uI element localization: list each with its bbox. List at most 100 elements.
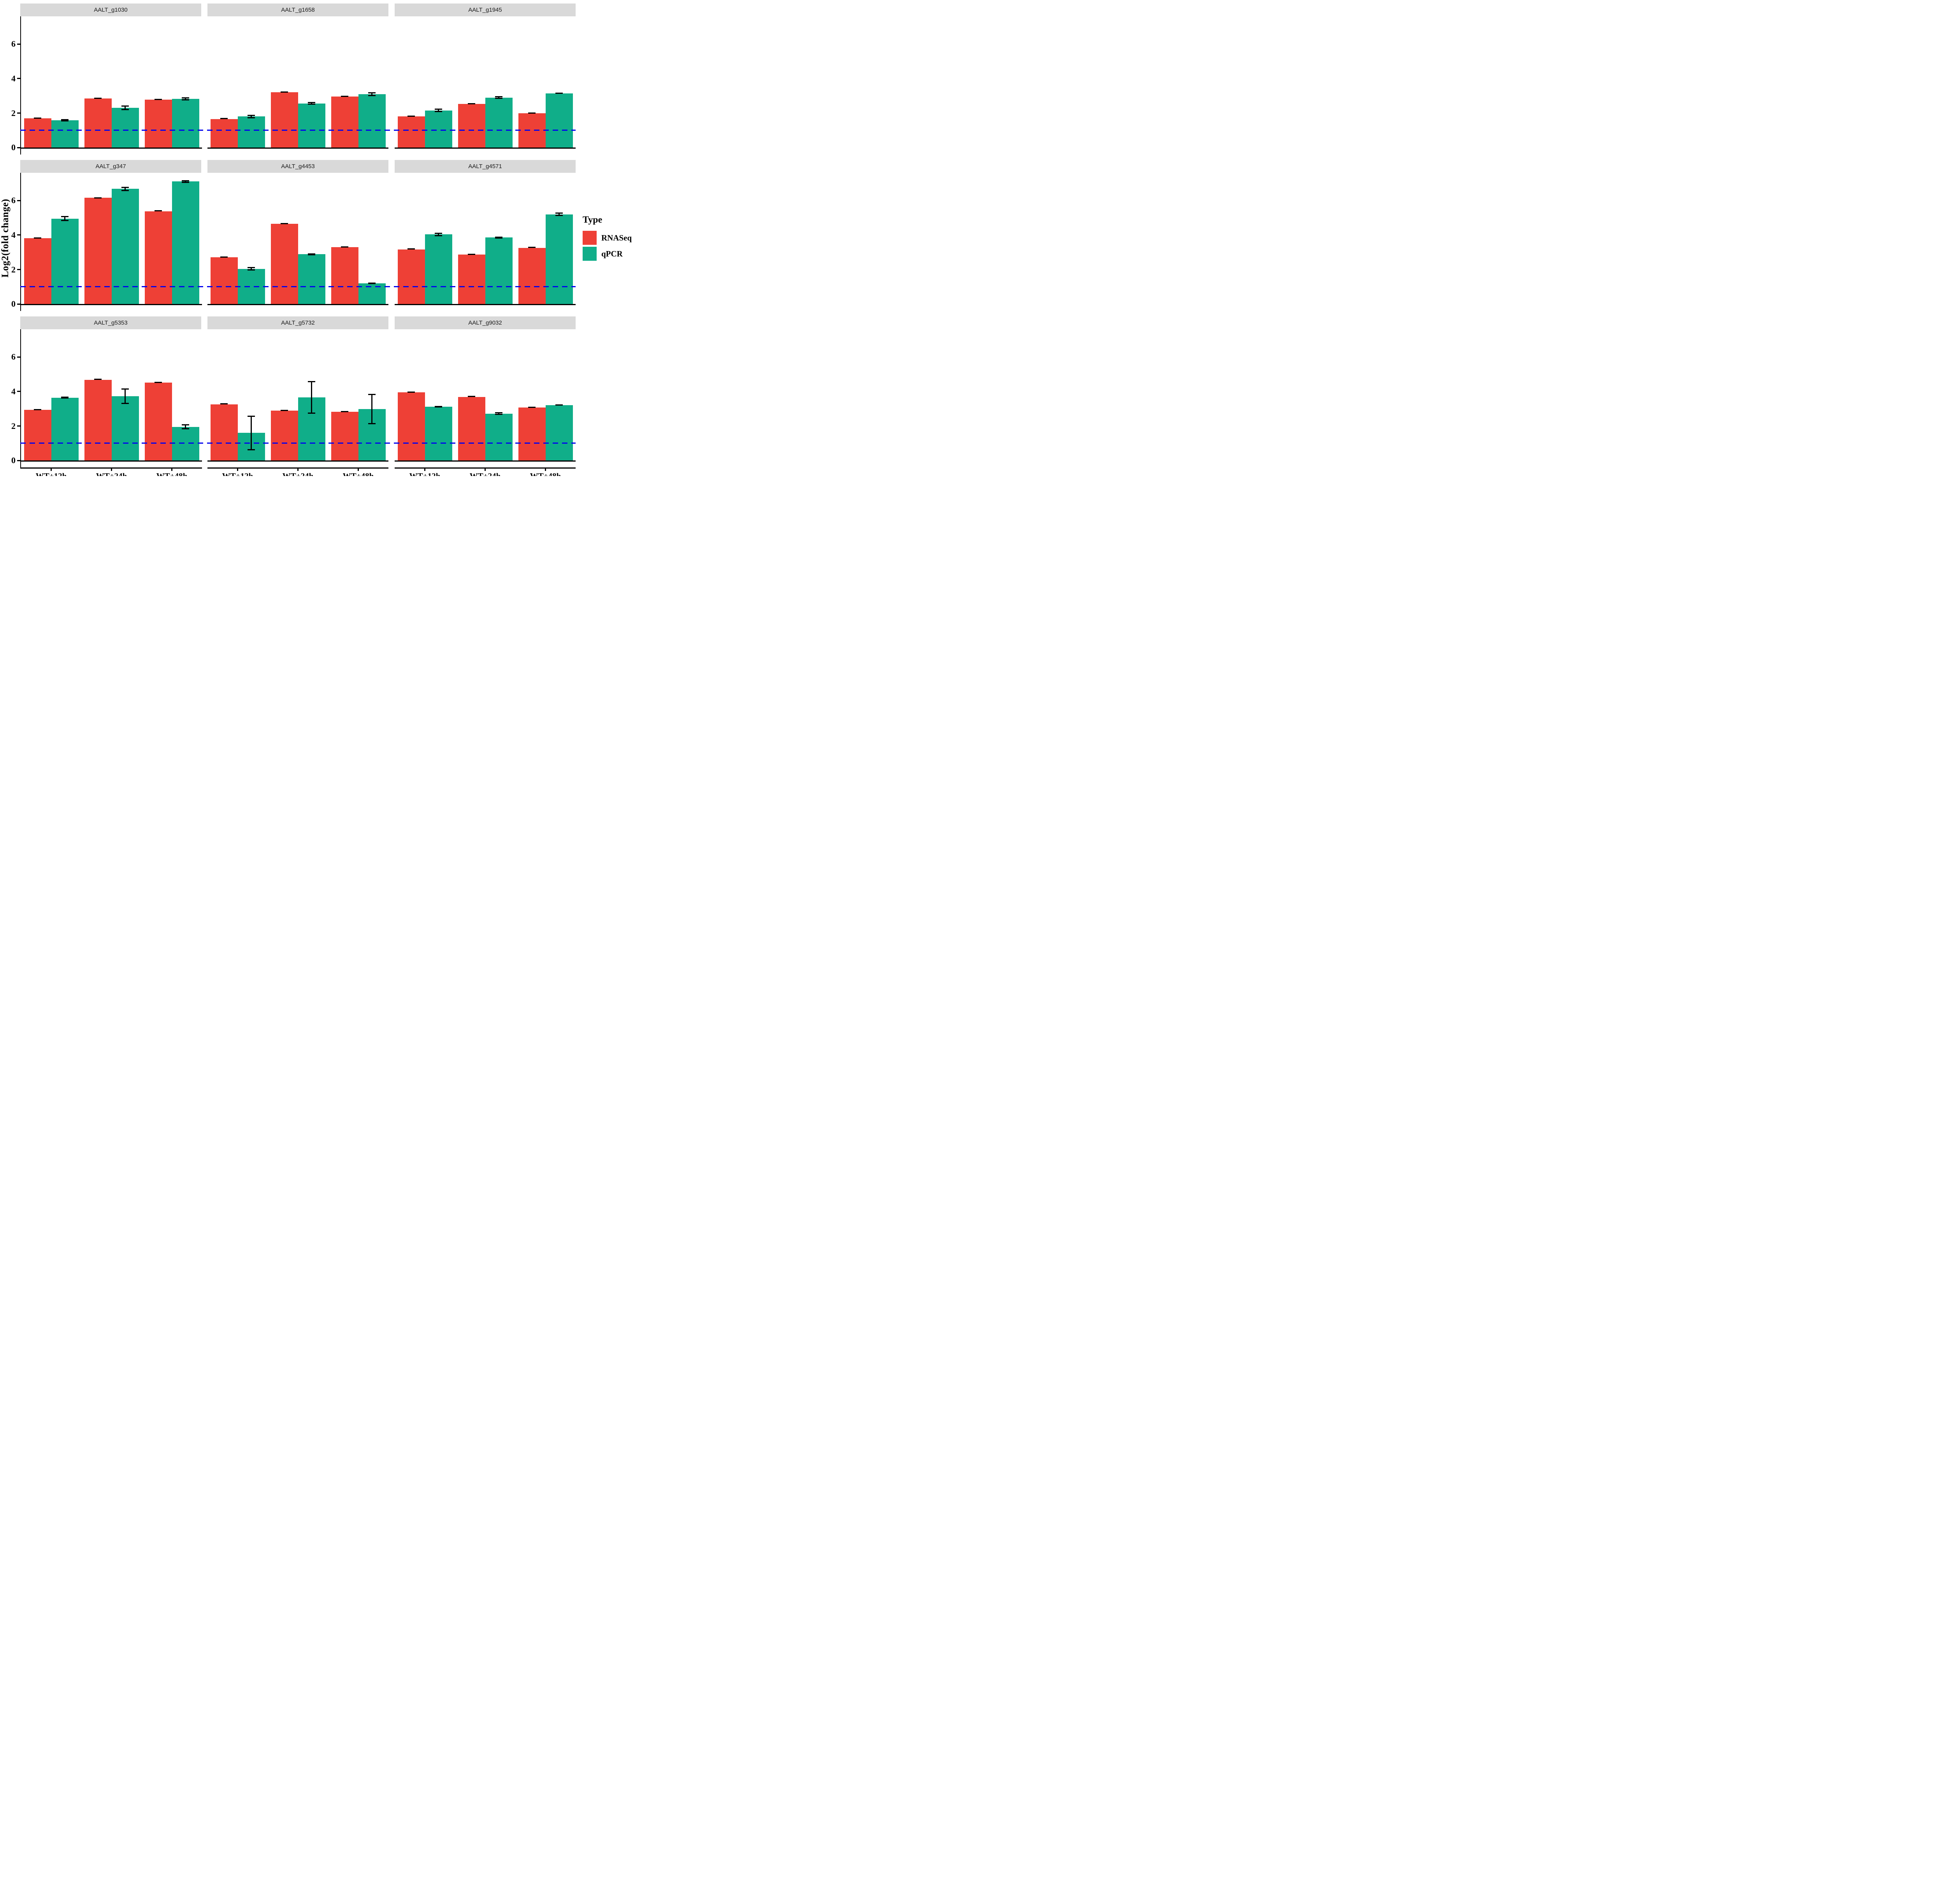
error-bar — [498, 412, 499, 415]
error-bar-cap-bottom — [495, 98, 502, 99]
error-bar — [438, 109, 439, 112]
y-tick — [17, 112, 21, 114]
x-axis-label: WT+12h — [35, 471, 67, 476]
error-bar-cap-bottom — [368, 283, 376, 285]
error-bar-cap-bottom — [248, 269, 255, 271]
bar-rnaseq — [24, 118, 51, 148]
bar-qpcr — [545, 93, 573, 148]
bar-qpcr — [111, 396, 139, 461]
error-bar-cap-bottom — [281, 91, 288, 93]
error-bar-cap-top — [61, 216, 68, 217]
error-bar-cap-bottom — [281, 223, 288, 224]
error-bar — [251, 267, 252, 271]
error-bar — [438, 232, 439, 236]
y-tick — [17, 391, 21, 392]
error-bar — [125, 186, 126, 191]
facet-strip: AALT_g347 — [20, 160, 201, 173]
bar-qpcr — [51, 120, 79, 148]
error-bar-cap-bottom — [61, 120, 68, 122]
error-bar — [498, 96, 499, 99]
error-bar-cap-bottom — [308, 413, 315, 414]
x-axis-label: WT+24h — [469, 471, 501, 476]
y-tick-label: 4 — [11, 73, 16, 83]
error-bar-cap-top — [368, 393, 376, 395]
y-tick-label: 0 — [11, 142, 16, 153]
zero-line — [21, 460, 202, 462]
error-bar-cap-bottom — [528, 247, 536, 248]
y-tick-label: 4 — [11, 230, 16, 240]
error-bar — [371, 92, 372, 97]
error-bar-cap-bottom — [182, 99, 189, 101]
facet-panel — [395, 16, 576, 155]
bar-rnaseq — [331, 411, 358, 461]
error-bar-cap-bottom — [528, 406, 536, 408]
facet-strip: AALT_g1945 — [395, 4, 576, 16]
error-bar-cap-bottom — [435, 406, 442, 408]
rnaseq-color-swatch — [583, 231, 597, 245]
bar-rnaseq — [397, 249, 425, 304]
y-tick — [17, 460, 21, 461]
error-bar — [371, 393, 372, 425]
bar-qpcr — [51, 397, 79, 461]
bar-qpcr — [425, 234, 452, 304]
error-bar — [311, 102, 312, 105]
y-tick — [17, 43, 21, 45]
error-bar — [251, 415, 252, 450]
y-tick-label: 6 — [11, 39, 16, 49]
error-bar-cap-bottom — [94, 379, 102, 380]
bar-qpcr — [172, 99, 199, 148]
facet-strip: AALT_g4453 — [207, 160, 388, 173]
bar-qpcr — [51, 218, 79, 304]
bar-qpcr — [298, 103, 325, 148]
bar-qpcr — [358, 94, 386, 148]
error-bar — [185, 180, 186, 183]
bar-rnaseq — [397, 116, 425, 148]
error-bar-cap-bottom — [435, 235, 442, 236]
zero-line — [207, 304, 388, 306]
facet-strip: AALT_g1030 — [20, 4, 201, 16]
error-bar-cap-bottom — [182, 181, 189, 183]
bar-rnaseq — [144, 211, 172, 304]
bar-rnaseq — [331, 247, 358, 304]
y-tick-label: 2 — [11, 421, 16, 431]
error-bar-cap-bottom — [34, 409, 41, 411]
bar-rnaseq — [458, 255, 485, 304]
bar-qpcr — [425, 110, 452, 148]
error-bar-cap-top — [555, 213, 563, 214]
error-bar-cap-top — [121, 186, 129, 188]
facet-panel: WT+12h WT+24h WT+48h — [395, 329, 576, 476]
error-bar-cap-bottom — [94, 197, 102, 198]
error-bar-cap-bottom — [528, 112, 536, 114]
y-tick — [17, 147, 21, 148]
bar-rnaseq — [144, 99, 172, 148]
facet-panel: WT+12h WT+24h WT+48h — [207, 329, 388, 476]
x-tick — [111, 469, 112, 471]
error-bar — [251, 114, 252, 118]
error-bar-cap-bottom — [61, 397, 68, 399]
error-bar-cap-top — [308, 102, 315, 104]
x-tick — [358, 469, 359, 471]
bar-rnaseq — [210, 257, 238, 304]
error-bar-cap-bottom — [121, 190, 129, 191]
legend-item-rnaseq: RNASeq — [583, 231, 633, 245]
facet-strip: AALT_g5353 — [20, 316, 201, 329]
error-bar-cap-top — [248, 415, 255, 417]
y-tick — [17, 356, 21, 358]
error-bar-cap-top — [61, 119, 68, 121]
legend-item-qpcr: qPCR — [583, 247, 633, 261]
error-bar — [311, 381, 312, 414]
facet-strip: AALT_g1658 — [207, 4, 388, 16]
bar-rnaseq — [397, 392, 425, 461]
legend-label-rnaseq: RNASeq — [601, 233, 632, 242]
error-bar-cap-top — [368, 92, 376, 93]
bar-rnaseq — [331, 97, 358, 148]
error-bar-cap-bottom — [468, 103, 475, 105]
error-bar-cap-top — [182, 180, 189, 181]
error-bar-cap-bottom — [308, 104, 315, 105]
bar-rnaseq — [84, 98, 112, 148]
error-bar-cap-top — [121, 388, 129, 390]
qpcr-color-swatch — [583, 247, 597, 261]
error-bar-cap-bottom — [435, 111, 442, 112]
x-tick — [424, 469, 425, 471]
error-bar — [185, 424, 186, 430]
